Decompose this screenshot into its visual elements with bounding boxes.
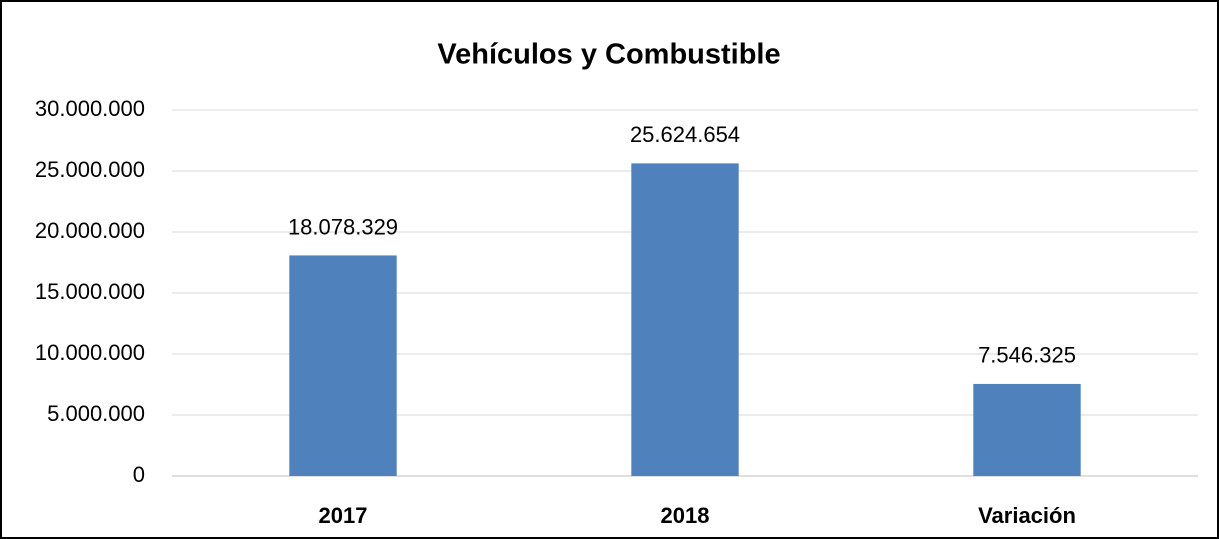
data-label: 18.078.329 — [288, 214, 398, 239]
data-label: 7.546.325 — [978, 343, 1076, 368]
y-tick-label: 5.000.000 — [47, 401, 145, 426]
y-tick-label: 15.000.000 — [35, 279, 145, 304]
x-tick-label: Variación — [978, 503, 1076, 528]
chart-title: Vehículos y Combustible — [437, 39, 780, 71]
bar — [631, 163, 739, 477]
bar — [973, 383, 1081, 476]
bar — [289, 255, 397, 476]
data-label: 25.624.654 — [630, 122, 740, 147]
y-tick-label: 10.000.000 — [35, 340, 145, 365]
y-tick-label: 0 — [133, 462, 145, 487]
y-tick-label: 30.000.000 — [35, 96, 145, 121]
y-tick-label: 20.000.000 — [35, 218, 145, 243]
x-tick-label: 2017 — [319, 503, 368, 528]
x-tick-label: 2018 — [661, 503, 710, 528]
y-tick-label: 25.000.000 — [35, 157, 145, 182]
